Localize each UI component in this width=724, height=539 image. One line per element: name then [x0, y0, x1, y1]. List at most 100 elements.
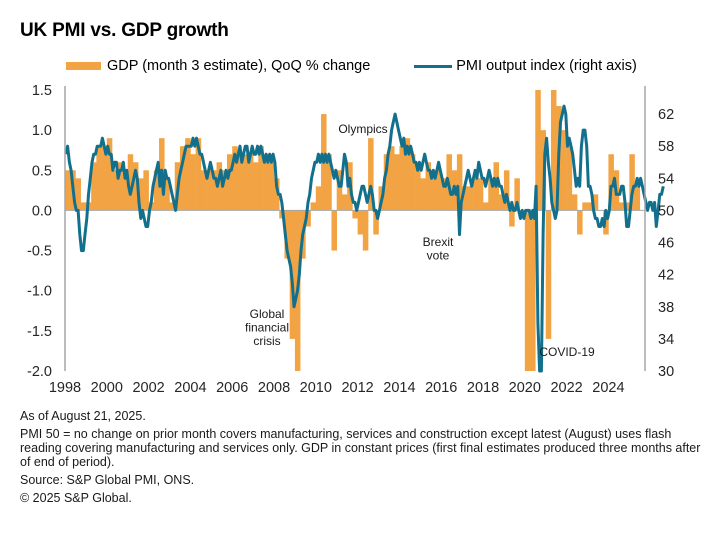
left-tick-label: 0.5 [32, 163, 52, 179]
gdp-bar [456, 154, 463, 211]
gdp-bar [420, 178, 426, 211]
annotations: Global financial crisis Olympics Brexit vote C… [245, 122, 595, 359]
x-tick-label: 2022 [550, 380, 582, 396]
gdp-bar [247, 154, 254, 211]
gdp-bar [179, 146, 186, 211]
gdp-bar [514, 178, 520, 211]
gdp-bar [566, 146, 573, 211]
legend-item-gdp: GDP (month 3 estimate), QoQ % change [66, 58, 370, 74]
x-tick-label: 2004 [174, 380, 206, 396]
gdp-bar [388, 146, 395, 211]
gdp-bar [274, 178, 280, 211]
right-tick-label: 34 [658, 332, 674, 348]
gdp-bar [106, 138, 113, 211]
gdp-bar [91, 162, 97, 211]
right-tick-label: 58 [658, 139, 674, 155]
legend-label-gdp: GDP (month 3 estimate), QoQ % change [107, 58, 371, 74]
x-axis-ticks: 1998 2000 2002 2004 2006 2008 2010 2012 2014 2016… [49, 380, 625, 396]
left-tick-label: 1.5 [32, 83, 52, 99]
x-tick-label: 2002 [132, 380, 164, 396]
gdp-bar [362, 210, 369, 251]
gdp-bar [357, 210, 364, 235]
left-tick-label: -1.0 [27, 284, 52, 300]
gdp-bar [509, 210, 515, 227]
chart-title: UK PMI vs. GDP growth [20, 20, 229, 41]
gdp-bar [399, 146, 405, 211]
right-tick-label: 38 [658, 300, 674, 316]
gdp-bars [65, 90, 641, 371]
chart-notes: As of August 21, 2025. PMI 50 = no chang… [20, 409, 710, 509]
gdp-bar [80, 202, 87, 211]
chart-annotation: Olympics [338, 122, 387, 136]
x-tick-label: 2010 [300, 380, 332, 396]
gdp-bar [127, 154, 134, 211]
chart-annotation: COVID-19 [539, 345, 595, 359]
right-tick-label: 46 [658, 236, 674, 252]
gdp-bar [75, 178, 81, 211]
gdp-bar [153, 170, 160, 211]
gdp-bar [394, 154, 400, 211]
gdp-bar [268, 162, 275, 211]
left-tick-label: -1.5 [27, 324, 52, 340]
gdp-bar [315, 186, 322, 211]
gdp-bar [561, 130, 567, 211]
chart-annotation: Brexit vote [423, 235, 454, 263]
gdp-bar [571, 194, 578, 211]
gdp-bar [164, 178, 170, 211]
gdp-bar [237, 154, 243, 211]
gdp-bar [498, 194, 505, 211]
gdp-bar [608, 154, 614, 211]
gdp-bar [435, 170, 442, 211]
gdp-bar [190, 154, 196, 211]
gdp-bar [65, 170, 71, 211]
gdp-bar [143, 170, 149, 211]
gdp-bar [169, 202, 176, 211]
gdp-bar [488, 178, 494, 211]
legend-label-pmi: PMI output index (right axis) [456, 58, 637, 74]
gdp-bar [409, 154, 416, 211]
note-copyright: © 2025 S&P Global. [20, 491, 132, 505]
note-source: Source: S&P Global PMI, ONS. [20, 473, 195, 487]
gdp-bar [467, 186, 473, 211]
gdp-bar [331, 210, 338, 251]
right-tick-label: 30 [658, 364, 674, 380]
gdp-bar [524, 210, 531, 371]
gdp-bar [629, 154, 635, 211]
x-tick-label: 2014 [383, 380, 415, 396]
gdp-bar [535, 90, 541, 211]
gdp-bar [624, 202, 630, 211]
x-tick-label: 2006 [216, 380, 248, 396]
note-as-of: As of August 21, 2025. [20, 409, 146, 423]
gdp-bar [211, 170, 217, 211]
legend-item-pmi: PMI output index (right axis) [414, 58, 637, 74]
gdp-bar [415, 162, 421, 211]
gdp-bar [341, 194, 348, 211]
left-tick-label: -0.5 [27, 244, 52, 260]
right-tick-label: 50 [658, 203, 674, 219]
left-axis-ticks: 1.5 1.0 0.5 0.0 -0.5 -1.0 -1.5 -2.0 [27, 83, 52, 380]
gdp-bar [258, 146, 264, 211]
left-tick-label: 0.0 [32, 203, 52, 219]
chart-annotation: Global financial crisis [245, 307, 289, 348]
x-tick-label: 2020 [509, 380, 541, 396]
gdp-bar [132, 162, 139, 211]
x-tick-label: 2012 [341, 380, 373, 396]
legend-swatch-pmi [414, 64, 453, 68]
gdp-bar [368, 138, 374, 211]
gdp-bar [618, 202, 625, 211]
x-tick-label: 1998 [49, 380, 81, 396]
gdp-bar [577, 210, 583, 235]
gdp-bar [221, 170, 228, 211]
right-axis-ticks: 62 58 54 50 46 42 38 34 30 [658, 107, 674, 380]
gdp-bar [352, 210, 358, 219]
gdp-bar [112, 170, 118, 211]
chart-legend: GDP (month 3 estimate), QoQ % change PMI… [66, 58, 681, 74]
gdp-bar [582, 202, 588, 211]
left-tick-label: 1.0 [32, 123, 52, 139]
gdp-bar [232, 146, 238, 211]
gdp-bar [383, 154, 390, 211]
gdp-bar [326, 154, 332, 211]
note-pmi: PMI 50 = no change on prior month covers… [20, 427, 701, 469]
right-tick-label: 62 [658, 107, 674, 123]
right-tick-label: 54 [658, 171, 674, 187]
